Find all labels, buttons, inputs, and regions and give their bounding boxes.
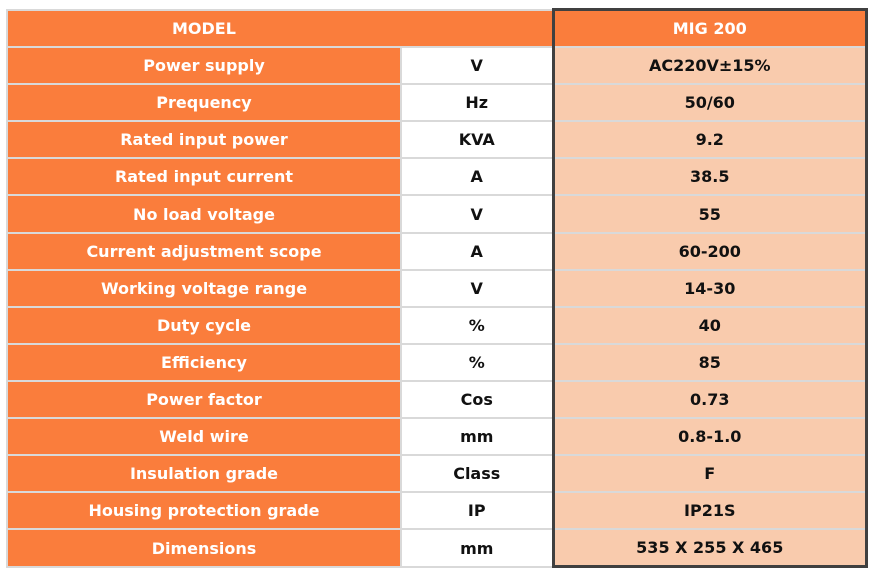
header-cell: MODEL [6,8,554,49]
val-cell: 55 [551,194,868,234]
spec-row: Prequency Hz 50/60 [6,83,868,123]
name-cell: Current adjustment scope [6,231,402,271]
val-cell: 535 X 255 X 465 [551,528,868,569]
name-cell: Efficiency [6,342,402,382]
unit-cell: V [400,268,554,308]
val-cell: 0.73 [551,379,868,420]
name-cell: No load voltage [6,194,402,234]
spec-row: Rated input current A 38.5 [6,157,868,197]
spec-table: MODEL MIG 200 Power supply V AC220V±15% Pre… [6,8,868,569]
spec-row: Rated input power KVA 9.2 [6,120,868,160]
unit-cell: Class [400,454,554,494]
val-cell: 38.5 [551,157,868,197]
unit-cell: Cos [400,379,554,420]
spec-row: Dimensions mm 535 X 255 X 465 [6,528,868,569]
spec-row: Weld wire mm 0.8-1.0 [6,417,868,457]
val-cell: 14-30 [551,268,868,308]
name-cell: Rated input current [6,157,402,197]
unit-cell: KVA [400,120,554,160]
spec-row: Power supply V AC220V±15% [6,46,868,86]
unit-cell: Hz [400,83,554,123]
spec-row: Power factor Cos 0.73 [6,379,868,420]
name-cell: Power supply [6,46,402,86]
unit-cell: % [400,342,554,382]
val-cell: 60-200 [551,231,868,271]
table-body: MODEL MIG 200 Power supply V AC220V±15% Pre… [6,8,868,569]
val-cell: IP21S [551,491,868,531]
unit-cell: V [400,46,554,86]
unit-cell: % [400,305,554,345]
unit-cell: A [400,231,554,271]
unit-cell: mm [400,417,554,457]
name-cell: Working voltage range [6,268,402,308]
val-cell: 50/60 [551,83,868,123]
spec-row: No load voltage V 55 [6,194,868,234]
name-cell: Prequency [6,83,402,123]
unit-cell: IP [400,491,554,531]
unit-cell: A [400,157,554,197]
spec-row: Insulation grade Class F [6,454,868,494]
name-cell: Power factor [6,379,402,420]
name-cell: Rated input power [6,120,402,160]
val-cell: 85 [551,342,868,382]
name-cell: Weld wire [6,417,402,457]
spec-row: Duty cycle% 40 [6,305,868,345]
spec-row: Efficiency% 85 [6,342,868,382]
spec-row: Working voltage range V 14-30 [6,268,868,308]
name-cell: Dimensions [6,528,402,568]
name-cell: Insulation grade [6,454,402,494]
name-cell: Housing protection grade [6,491,402,531]
header-cell: MIG 200 [551,8,868,49]
header-row: MODEL MIG 200 [6,8,868,49]
val-cell: F [551,454,868,494]
unit-cell: mm [400,528,554,568]
val-cell: AC220V±15% [551,46,868,86]
val-cell: 40 [551,305,868,345]
spec-row: Housing protection grade IP IP21S [6,491,868,531]
val-cell: 0.8-1.0 [551,417,868,457]
unit-cell: V [400,194,554,234]
name-cell: Duty cycle [6,305,402,345]
spec-row: Current adjustment scope A 60-200 [6,231,868,271]
val-cell: 9.2 [551,120,868,160]
